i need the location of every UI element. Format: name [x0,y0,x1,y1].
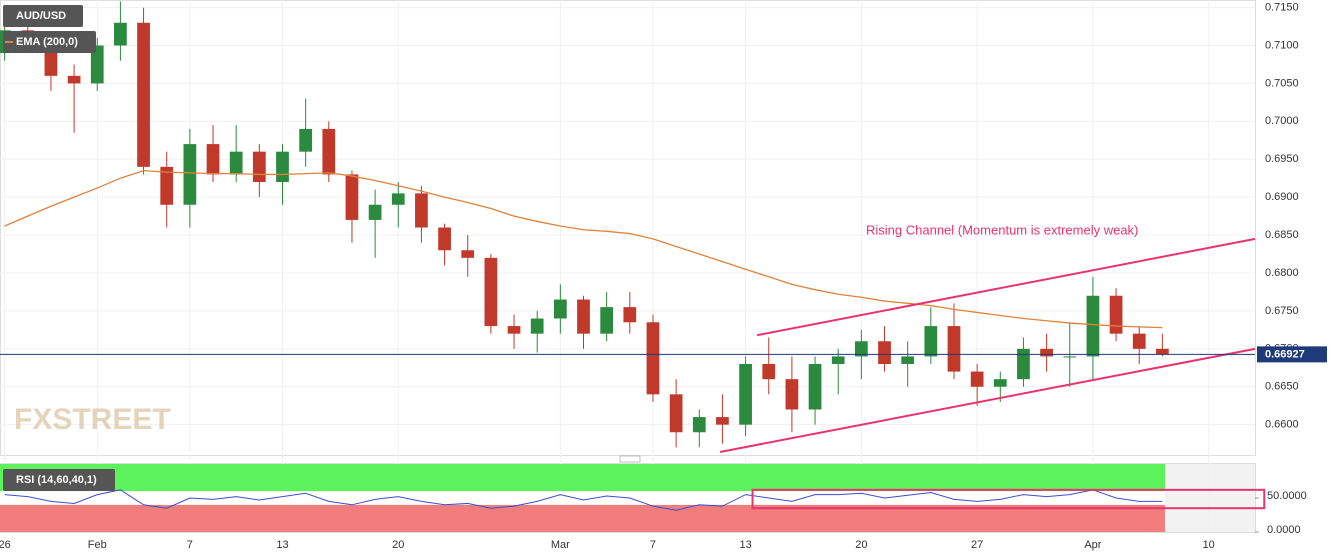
legend-swatch [5,41,13,43]
candle-body [137,22,150,167]
y-tick-label: 0.6950 [1265,153,1299,165]
x-tick-label: 13 [276,539,288,551]
y-tick-label: 0.6600 [1265,419,1299,431]
candle-body [947,326,961,372]
candle-body [484,257,498,327]
x-tick-label: 26 [0,539,11,551]
candle-body [322,128,336,175]
x-tick-label: 20 [855,539,867,551]
candle-body [901,356,915,364]
candle-body [345,174,359,220]
main-frame [0,0,1256,456]
candle-body [878,341,891,364]
candle-body [1017,348,1030,380]
candle-body [391,193,405,205]
candle-body [808,364,822,410]
candle-body [553,299,567,319]
y-tick-label: 0.6800 [1265,267,1299,279]
candle-body [970,371,984,387]
candle-body [1109,295,1123,334]
legend-box [3,5,83,27]
candle-body [90,45,104,84]
last-price-tag [1257,346,1327,363]
x-tick-label: Feb [88,539,107,551]
ema-line [4,169,1163,329]
candle-body [1132,333,1146,349]
legend-label: AUD/USD [16,10,66,22]
x-tick-label: 7 [187,539,193,551]
candle-body [44,45,58,76]
candle-body [461,250,475,258]
rsi-line [4,489,1163,511]
candle-body [646,322,660,395]
x-tick-label: 13 [739,539,751,551]
x-tick-label: 10 [1203,539,1215,551]
y-tick-label: 0.6750 [1265,305,1299,317]
x-tick-label: 27 [971,539,983,551]
legend-label: RSI (14,60,40,1) [16,474,97,486]
rsi-band [0,504,1165,532]
legend-box [3,469,115,491]
candle-body [415,193,428,228]
legend-box [3,31,96,53]
candle-body [206,144,220,175]
candle-body [577,299,590,334]
y-tick-label: 0.6850 [1265,229,1299,241]
candle-body [114,22,127,46]
y-tick-label: 0.7150 [1265,1,1299,13]
y-tick-label: 0.7000 [1265,115,1299,127]
legend-label: EMA (200,0) [16,36,78,48]
panel-resize-handle[interactable] [619,455,641,463]
candle-body [229,151,243,175]
candle-body [600,307,614,334]
rsi-box [751,488,1266,510]
candle-body [993,379,1007,387]
y-tick-label: 0.7100 [1265,39,1299,51]
candle-body [252,151,266,182]
candle-body [623,307,637,323]
y-tick-label: 0.6900 [1265,191,1299,203]
x-tick-label: Mar [551,539,570,551]
candle-body [368,204,382,220]
rsi-band [0,464,1165,492]
candle-body [1156,348,1169,355]
candle-body [438,227,451,251]
mark-layer [0,1,1266,511]
rsi-neutral [0,491,1165,505]
x-tick-label: 20 [392,539,404,551]
channel-line [756,237,1256,337]
candle-body [183,144,197,205]
y-tick-label: 0.7050 [1265,77,1299,89]
candle-body [530,318,544,334]
candle-body [669,394,683,433]
candle-body [854,341,868,357]
x-tick-label: 7 [650,539,656,551]
candle-body [276,151,289,182]
grid-layer [0,0,1259,533]
candle-body [716,417,729,425]
candle-body [785,379,799,410]
y-tick-label: 50.0000 [1267,490,1307,502]
y-tick-label: 0.6650 [1265,381,1299,393]
candle-body [1086,295,1100,357]
channel-line [719,347,1256,453]
candle-body [762,364,776,380]
candle-body [1040,348,1053,357]
candle-body [1063,356,1077,358]
candle-body [160,166,174,205]
candle-body [507,326,521,334]
candle-body [692,417,706,433]
annotation: Rising Channel (Momentum is extremely we… [866,222,1138,237]
x-tick-label: Apr [1084,539,1101,551]
candle-body [831,356,845,364]
candle-body [67,75,81,84]
candle-body [924,326,938,357]
candle-body [739,364,752,425]
candle-body [299,128,313,152]
y-tick-label: 0.0000 [1267,524,1301,536]
last-price-label: 0.66927 [1265,348,1305,360]
logo-watermark: FXSTREET [14,403,171,436]
